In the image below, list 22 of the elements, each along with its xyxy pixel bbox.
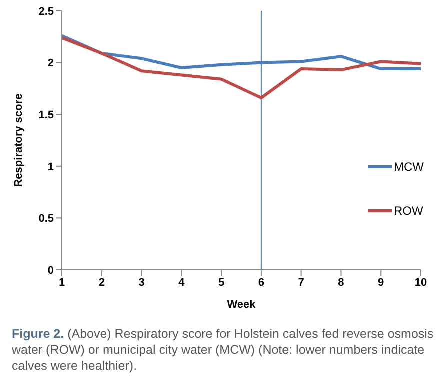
line-series [62,36,421,100]
x-tick-label: 7 [298,276,304,289]
x-axis-title: Week [227,299,257,311]
x-tick-label: 4 [178,276,186,289]
legend-label: MCW [394,160,424,174]
x-tick-label: 1 [58,276,66,289]
x-tick-label: 10 [414,276,428,289]
y-tick-label: 0.5 [38,213,54,226]
y-tick-label: 0 [48,264,54,277]
x-tick-label: 9 [378,276,384,289]
y-axis-title: Respiratory score [12,94,25,188]
y-tick-label: 1 [48,161,54,174]
legend-label: ROW [394,204,424,218]
x-tick-label: 2 [98,276,105,289]
x-tick-label: 6 [258,276,265,289]
y-tick-label: 2.5 [38,6,54,18]
x-tick-label: 8 [338,276,344,289]
y-tick-label: 1.5 [38,110,54,122]
x-tick-label: 3 [138,276,145,289]
y-tick-label: 2 [48,58,54,70]
caption: Figure 2. (Above) Respiratory score for Holstein calves fed reverse osmosis water (ROW) or municipal city water (MCW) (Note: lower numbers indicate calves were healthier). [12,326,435,374]
x-tick-label: 5 [218,276,225,289]
